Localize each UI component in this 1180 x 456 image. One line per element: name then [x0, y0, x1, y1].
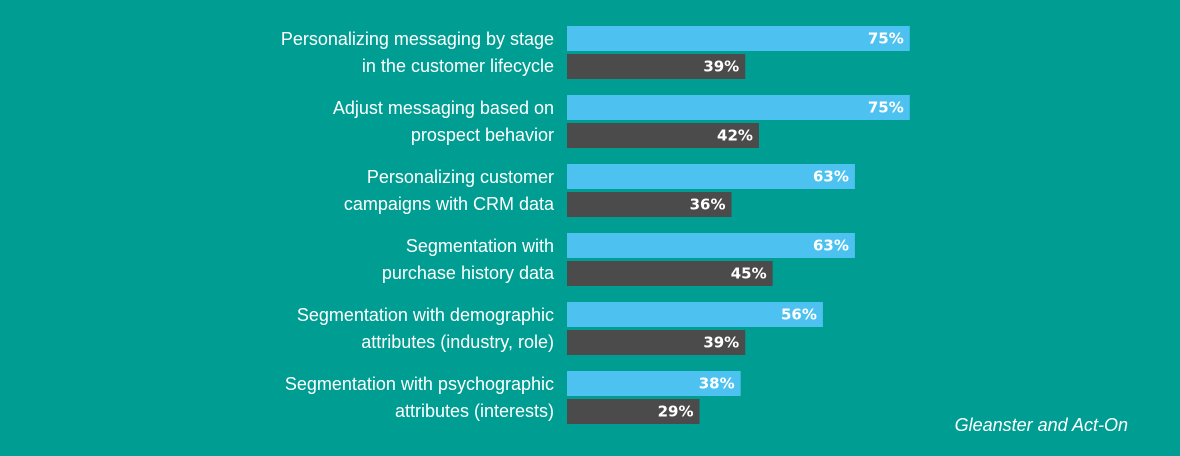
value-label: 36% [690, 196, 726, 214]
bar-series-a [567, 302, 823, 327]
bar-series-b [567, 330, 746, 355]
category-label: Segmentation with psychographic [285, 374, 554, 394]
value-label: 39% [703, 58, 739, 76]
category-label: attributes (industry, role) [361, 332, 554, 352]
category-label: Adjust messaging based on [333, 98, 554, 118]
bar-series-b [567, 399, 700, 424]
bar-series-b [567, 192, 732, 217]
category-label: purchase history data [382, 263, 555, 283]
category-label: campaigns with CRM data [344, 194, 555, 214]
category-label: Segmentation with demographic [297, 305, 554, 325]
bar-series-b [567, 261, 773, 286]
value-label: 45% [731, 265, 767, 283]
category-label: in the customer lifecycle [362, 56, 554, 76]
category-label: Segmentation with [406, 236, 554, 256]
bar-series-a [567, 26, 910, 51]
category-label: Personalizing customer [367, 167, 554, 187]
category-label: Personalizing messaging by stage [281, 29, 554, 49]
bar-series-a [567, 95, 910, 120]
value-label: 63% [813, 237, 849, 255]
value-label: 29% [658, 403, 694, 421]
bar-series-a [567, 164, 855, 189]
bar-series-b [567, 54, 746, 79]
value-label: 75% [868, 99, 904, 117]
category-label: prospect behavior [411, 125, 554, 145]
bar-series-a [567, 233, 855, 258]
bar-series-a [567, 371, 741, 396]
value-label: 75% [868, 30, 904, 48]
source-note: Gleanster and Act-On [954, 415, 1128, 435]
value-label: 56% [781, 306, 817, 324]
value-label: 38% [699, 375, 735, 393]
value-label: 42% [717, 127, 753, 145]
value-label: 39% [703, 334, 739, 352]
category-label: attributes (interests) [395, 401, 554, 421]
value-label: 63% [813, 168, 849, 186]
bar-series-b [567, 123, 759, 148]
